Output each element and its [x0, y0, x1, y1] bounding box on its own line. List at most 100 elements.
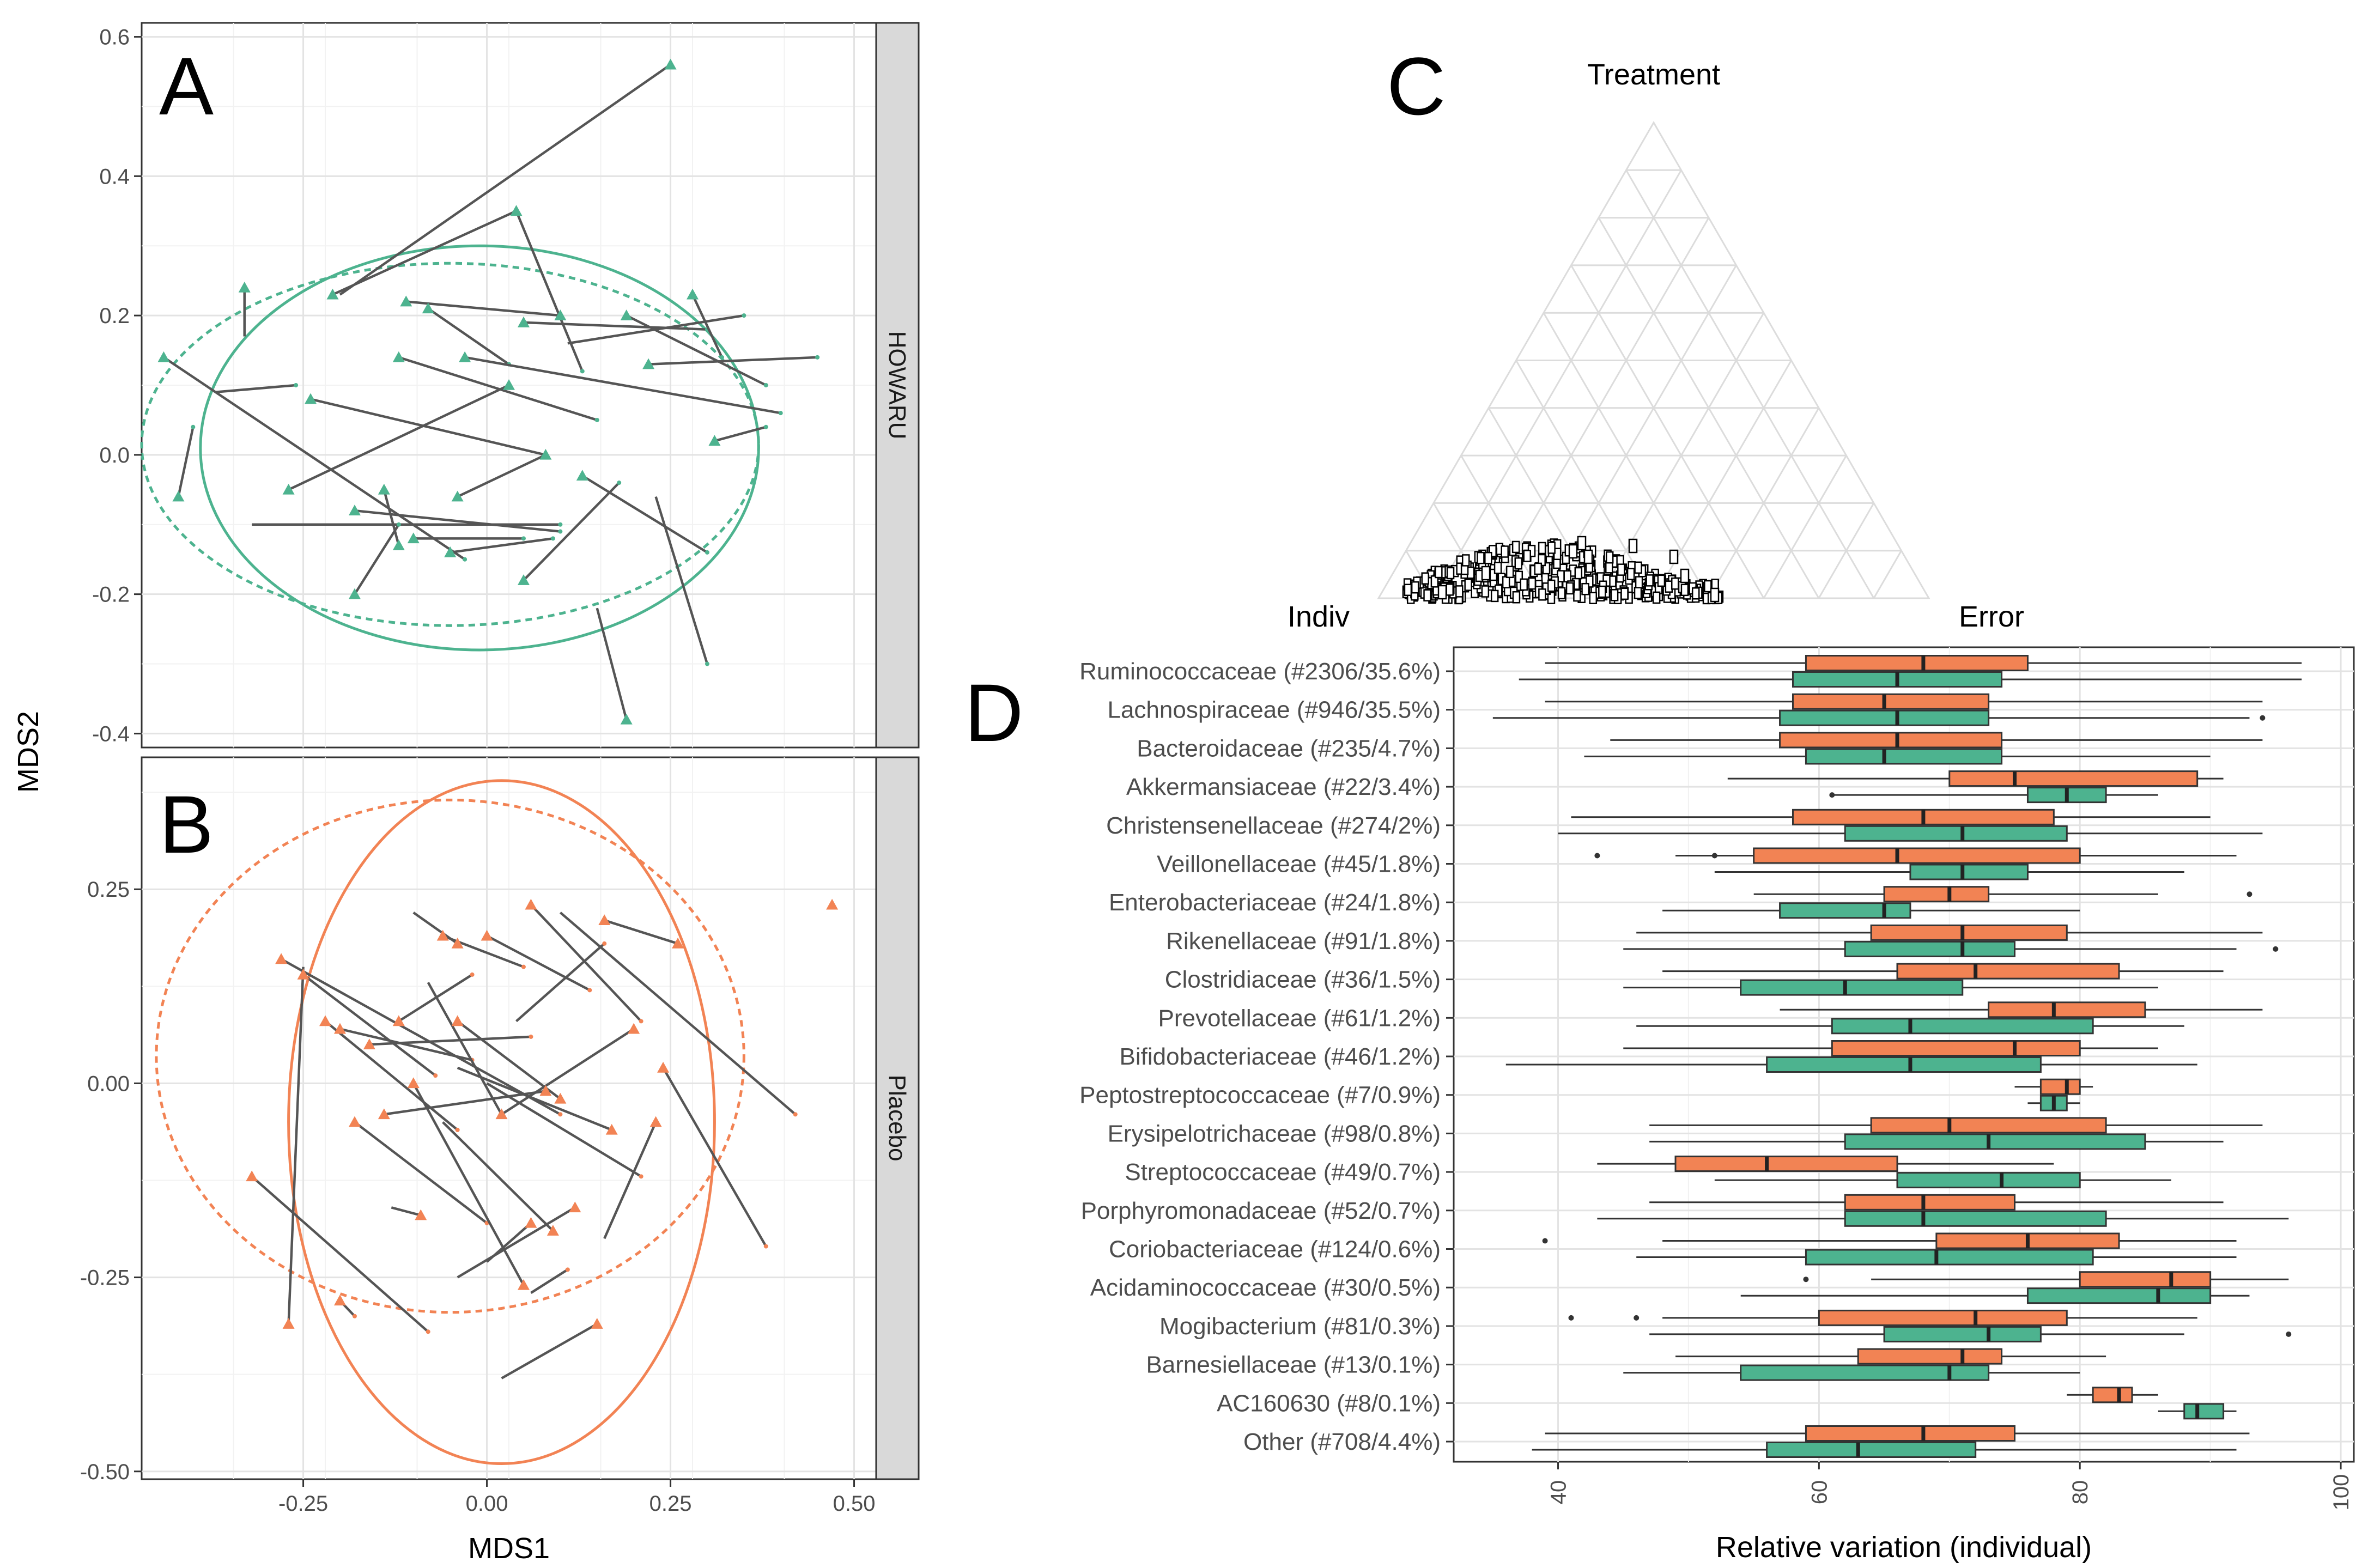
ternary-glyph — [1411, 581, 1419, 594]
a-segment — [215, 384, 296, 394]
ternary-glyph — [1493, 562, 1502, 574]
a-segment — [332, 210, 517, 296]
ternary-grid-line — [1625, 169, 1875, 599]
box-iqr — [1674, 1156, 1898, 1172]
a-segment — [450, 537, 554, 554]
b-segment — [501, 1323, 598, 1379]
a-segment-end-dot — [396, 522, 401, 527]
a-triangle-point — [282, 483, 295, 495]
box-iqr — [2026, 1287, 2212, 1304]
ternary-grid-line — [1432, 169, 1682, 599]
a-segment — [339, 63, 671, 296]
ternary-glyph — [1481, 585, 1490, 598]
panel-d-letter: D — [964, 667, 1023, 758]
b-y-tick-label: -0.50 — [80, 1460, 130, 1484]
box-outlier — [1829, 792, 1835, 798]
ternary-glyph — [1464, 579, 1472, 591]
b-segment — [530, 904, 642, 1022]
box-iqr — [1844, 940, 2016, 957]
box-iqr — [1831, 1040, 2081, 1056]
panel-d: D Ruminococcaceae (#2306/35.6%) Lachnospi… — [964, 646, 2355, 1564]
panel-d-category-label: Clostridiaceae (#36/1.5%) — [1165, 967, 1441, 993]
b-triangle-point — [525, 1217, 537, 1228]
b-triangle-point — [363, 1038, 375, 1049]
b-y-tick-label: -0.25 — [80, 1266, 130, 1290]
b-triangle-point — [451, 1015, 464, 1026]
box-iqr — [1896, 963, 2120, 980]
b-triangle-point — [628, 1023, 640, 1034]
b-triangle-point — [407, 1077, 420, 1089]
b-segment — [427, 982, 503, 1115]
box-iqr — [1766, 1442, 1977, 1458]
a-segment-end-dot — [550, 536, 555, 541]
ternary-glyph — [1528, 577, 1537, 590]
panel-a-ellipses — [140, 244, 760, 652]
b-segment — [457, 1020, 561, 1100]
a-segment — [464, 356, 781, 415]
panel-b-strip — [875, 756, 920, 1480]
a-segment — [626, 314, 767, 387]
a-triangle-point — [392, 539, 405, 550]
panel-d-category-label: Other (#708/4.4%) — [1243, 1429, 1441, 1455]
box-outlier — [1594, 853, 1600, 859]
panel-a-strip-label: HOWARU — [884, 331, 910, 440]
a-y-tick-label: -0.2 — [92, 583, 130, 607]
panel-b: 0.25 0.00 -0.25 -0.50 -0.25 0.00 0.25 0.50 Pla… — [80, 756, 920, 1516]
b-triangle-point — [319, 1015, 331, 1026]
ternary-glyph — [1446, 584, 1454, 596]
b-segment — [384, 1090, 546, 1116]
box-iqr — [1753, 847, 2081, 864]
a-triangle-point — [348, 505, 361, 515]
b-triangle-point — [554, 1092, 567, 1104]
b-triangle-point — [333, 1294, 346, 1306]
b-segment — [391, 1206, 421, 1217]
b-segment — [457, 1066, 612, 1131]
ternary-glyph — [1423, 589, 1431, 601]
a-triangle-point — [407, 532, 420, 544]
ternary-glyph — [1626, 568, 1635, 580]
panel-d-category-label: Coriobacteriaceae (#124/0.6%) — [1109, 1236, 1441, 1263]
box-outlier — [1711, 853, 1717, 859]
ternary-glyph — [1501, 545, 1509, 558]
a-segment — [654, 496, 709, 665]
a-segment-end-dot — [521, 536, 526, 541]
ternary-glyph — [1620, 587, 1629, 600]
a-segment — [398, 356, 598, 422]
ternary-glyph — [1557, 587, 1566, 600]
a-triangle-point — [348, 588, 361, 599]
a-triangle-point — [459, 351, 471, 362]
a-segment-end-dot — [705, 661, 709, 666]
a-segment — [427, 307, 510, 366]
a-segment — [354, 524, 400, 595]
ternary-glyph — [1568, 544, 1578, 559]
box-outlier — [1803, 1277, 1809, 1283]
ternary-glyph — [1691, 587, 1700, 600]
panel-d-x-tick-label: 40 — [1547, 1480, 1571, 1505]
b-segment — [530, 1268, 569, 1294]
ternary-glyph — [1581, 582, 1589, 595]
a-triangle-point — [517, 316, 530, 327]
ternary-glyph — [1538, 588, 1546, 601]
b-segment — [287, 967, 305, 1324]
b-segment-end-dot — [433, 1073, 438, 1078]
box-outlier — [1568, 1315, 1574, 1321]
panel-d-x-tick-label: 100 — [2329, 1474, 2353, 1511]
b-triangle-point — [451, 937, 464, 949]
b-segment-end-dot — [426, 1329, 430, 1334]
b-triangle-point — [275, 953, 288, 964]
panel-d-category-label: Bifidobacteriaceae (#46/1.2%) — [1120, 1043, 1441, 1070]
ternary-glyph — [1652, 591, 1661, 604]
a-segment-end-dot — [580, 369, 585, 374]
ternary-glyph — [1573, 589, 1581, 602]
panel-d-x-title: Relative variation (individual) — [1716, 1531, 2092, 1564]
b-segment — [457, 1206, 576, 1279]
b-triangle-point — [282, 1318, 295, 1329]
ternary-glyph — [1553, 548, 1562, 561]
panel-b-y-ticks: 0.25 0.00 -0.25 -0.50 — [80, 878, 142, 1484]
ternary-glyph — [1502, 576, 1510, 588]
ternary-glyph — [1547, 579, 1556, 592]
a-triangle-point — [305, 393, 317, 404]
panel-a-segments — [163, 62, 820, 722]
panel-b-strip-label: Placebo — [884, 1074, 910, 1161]
